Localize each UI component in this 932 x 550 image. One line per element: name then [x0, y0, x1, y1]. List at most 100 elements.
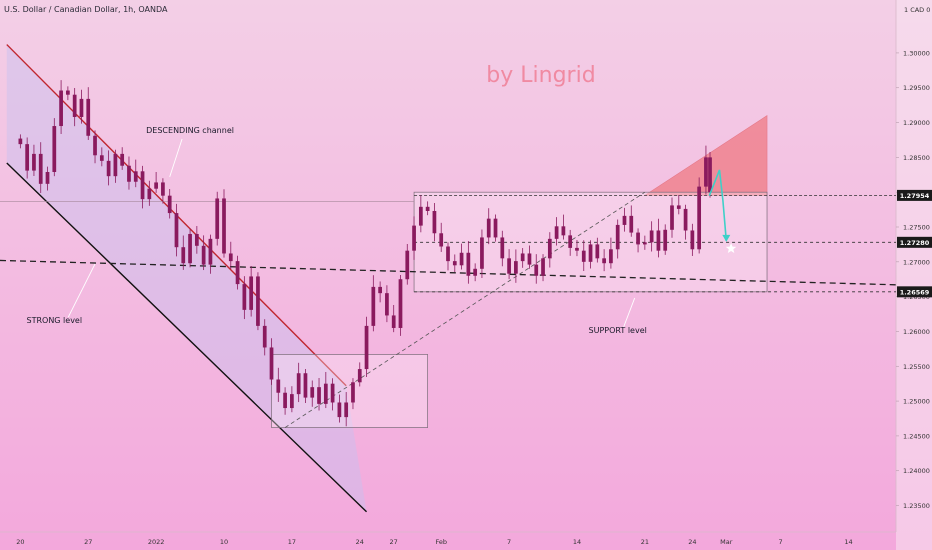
candle-body	[466, 253, 470, 276]
candle-body	[589, 244, 593, 261]
candle-body	[399, 279, 403, 328]
candle-body	[575, 248, 579, 251]
candle-body	[18, 139, 22, 145]
candle-body	[276, 380, 280, 393]
price-tag-label: 1.26569	[900, 288, 930, 296]
candle-body	[684, 209, 688, 231]
candle-body	[134, 171, 138, 181]
candle-body	[25, 144, 29, 170]
xtick-label: Feb	[435, 538, 447, 546]
xtick-label: 17	[288, 538, 296, 546]
ytick-label: 1.25000	[903, 398, 930, 406]
candle-body	[290, 394, 294, 408]
candle-body	[59, 91, 63, 127]
candle-body	[514, 261, 518, 274]
xtick-label: 7	[507, 538, 511, 546]
candle-body	[168, 196, 172, 213]
xtick-label: 21	[641, 538, 649, 546]
candle-body	[39, 154, 43, 184]
candle-body	[114, 154, 118, 176]
candle-body	[704, 157, 708, 186]
candle-body	[636, 233, 640, 245]
candle-body	[181, 247, 185, 263]
candle-body	[487, 219, 491, 238]
candle-body	[582, 251, 586, 262]
candle-body	[297, 373, 301, 394]
xtick-label: 24	[688, 538, 696, 546]
candle-body	[426, 207, 430, 211]
candle-body	[480, 237, 484, 268]
candle-body	[562, 226, 566, 235]
candle-body	[317, 387, 321, 404]
chart-symbol-title: U.S. Dollar / Canadian Dollar, 1h, OANDA	[4, 5, 167, 14]
candle-body	[697, 187, 701, 250]
candle-body	[385, 293, 389, 315]
candle-body	[147, 189, 151, 199]
candle-body	[66, 91, 70, 95]
candle-body	[507, 258, 511, 273]
candle-body	[236, 261, 240, 284]
ytick-label: 1.23500	[903, 502, 930, 510]
candle-body	[643, 242, 647, 244]
candle-body	[602, 258, 606, 263]
xtick-label: 10	[220, 538, 228, 546]
ytick-label: 1.27500	[903, 224, 930, 232]
candle-body	[358, 369, 362, 382]
candle-body	[304, 373, 308, 397]
xtick-label: 14	[844, 538, 852, 546]
candle-body	[528, 253, 532, 264]
candle-body	[690, 230, 694, 249]
range-box-1	[272, 354, 428, 427]
xtick-label: Mar	[720, 538, 733, 546]
candle-body	[609, 249, 613, 263]
candle-body	[548, 239, 552, 258]
candle-body	[670, 205, 674, 229]
price-tag-label: 1.27280	[900, 239, 930, 247]
candle-body	[365, 326, 369, 369]
xtick-label: 2022	[148, 538, 165, 546]
candle-body	[351, 382, 355, 402]
xtick-label: 20	[16, 538, 24, 546]
candle-body	[107, 161, 111, 176]
candle-body	[256, 276, 260, 325]
candle-body	[521, 253, 525, 261]
candle-body	[86, 99, 90, 136]
ytick-label: 1.26000	[903, 328, 930, 336]
candle-body	[215, 198, 219, 238]
candle-body	[161, 182, 165, 195]
annotation-label-1: DESCENDING channel	[146, 126, 234, 135]
candle-body	[433, 211, 437, 233]
candle-body	[595, 244, 599, 258]
xtick-label: 24	[356, 538, 364, 546]
candle-body	[175, 213, 179, 247]
candle-body	[555, 226, 559, 239]
candle-body	[270, 347, 274, 379]
candle-body	[52, 126, 56, 172]
candle-body	[120, 154, 124, 166]
candle-body	[663, 230, 667, 251]
candle-body	[439, 233, 443, 246]
candle-body	[283, 393, 287, 408]
candle-body	[629, 216, 633, 233]
candle-body	[405, 251, 409, 280]
candle-body	[453, 261, 457, 265]
candle-body	[93, 136, 97, 155]
candle-body	[500, 237, 504, 258]
candle-body	[568, 235, 572, 248]
candle-body	[73, 95, 77, 117]
candle-body	[371, 287, 375, 326]
ytick-label: 1.28500	[903, 154, 930, 162]
candle-body	[494, 219, 498, 238]
candle-body	[338, 402, 342, 417]
ytick-label: 1.24000	[903, 467, 930, 475]
candle-body	[650, 230, 654, 242]
candle-body	[154, 182, 158, 188]
candle-body	[677, 205, 681, 208]
annotation-label-2: STRONG level	[27, 316, 83, 325]
candle-body	[419, 207, 423, 226]
candle-body	[229, 253, 233, 261]
ytick-label: 1.29000	[903, 119, 930, 127]
candle-body	[310, 387, 314, 397]
candle-body	[202, 246, 206, 265]
